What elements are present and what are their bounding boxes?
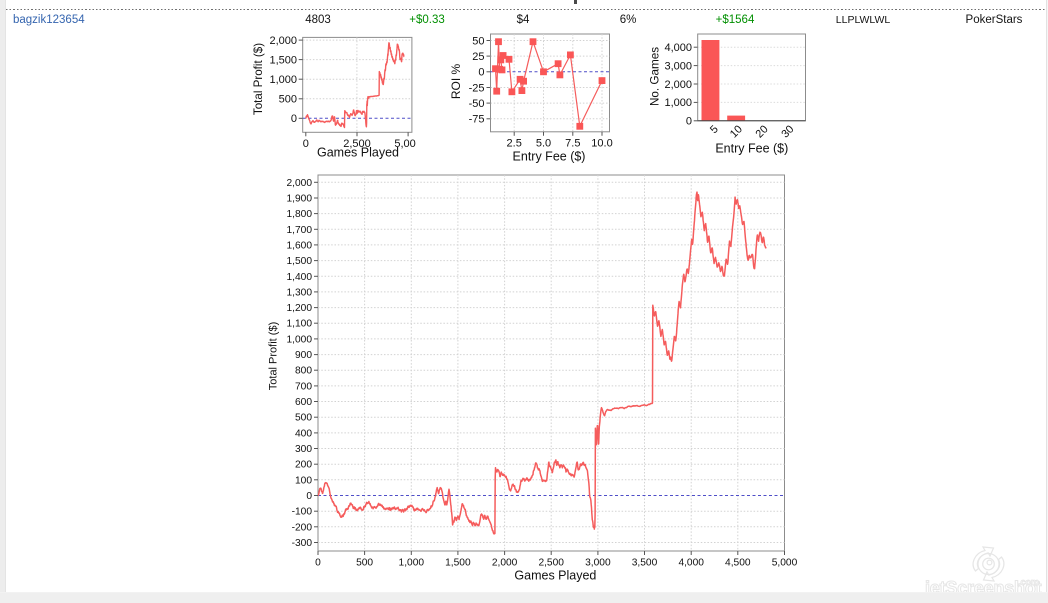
svg-text:2,000: 2,000 xyxy=(269,35,297,47)
svg-text:0: 0 xyxy=(306,491,312,502)
svg-text:600: 600 xyxy=(295,397,312,408)
svg-text:-300: -300 xyxy=(292,538,313,549)
svg-text:5.0: 5.0 xyxy=(536,138,551,150)
svg-text:No. Games: No. Games xyxy=(649,47,662,106)
svg-text:500: 500 xyxy=(279,94,297,106)
svg-text:Total Profit ($): Total Profit ($) xyxy=(252,43,265,115)
svg-text:100: 100 xyxy=(295,475,312,486)
svg-text:3,000: 3,000 xyxy=(585,558,611,569)
svg-text:0: 0 xyxy=(291,113,297,125)
svg-text:1,500: 1,500 xyxy=(269,54,297,66)
svg-text:2,500: 2,500 xyxy=(343,138,371,150)
svg-text:-50: -50 xyxy=(469,98,485,110)
svg-text:1,400: 1,400 xyxy=(287,272,313,283)
svg-text:700: 700 xyxy=(295,381,312,392)
svg-text:4,500: 4,500 xyxy=(725,558,751,569)
svg-text:ROI %: ROI % xyxy=(449,64,463,100)
svg-text:2.5: 2.5 xyxy=(507,138,522,150)
svg-text:5,000: 5,000 xyxy=(394,138,416,150)
svg-text:1,100: 1,100 xyxy=(287,319,313,330)
svg-text:500: 500 xyxy=(356,558,373,569)
svg-text:2,500: 2,500 xyxy=(538,558,564,569)
svg-text:30: 30 xyxy=(779,123,796,140)
svg-text:1,600: 1,600 xyxy=(287,240,313,251)
svg-text:10: 10 xyxy=(728,123,745,140)
svg-text:7.5: 7.5 xyxy=(565,138,580,150)
svg-text:1,700: 1,700 xyxy=(287,225,313,236)
svg-text:5: 5 xyxy=(708,123,721,136)
svg-text:400: 400 xyxy=(295,428,312,439)
svg-text:Total Profit ($): Total Profit ($) xyxy=(268,322,280,390)
svg-text:2,000: 2,000 xyxy=(492,558,518,569)
svg-text:Games Played: Games Played xyxy=(317,146,399,160)
svg-text:1,800: 1,800 xyxy=(287,209,313,220)
svg-text:1,500: 1,500 xyxy=(287,256,313,267)
svg-text:1,000: 1,000 xyxy=(664,97,692,109)
svg-text:-100: -100 xyxy=(292,507,313,518)
svg-text:0: 0 xyxy=(315,558,321,569)
svg-text:Entry Fee ($): Entry Fee ($) xyxy=(513,150,586,164)
svg-text:800: 800 xyxy=(295,366,312,377)
svg-text:Entry Fee ($): Entry Fee ($) xyxy=(715,142,788,156)
svg-text:2,000: 2,000 xyxy=(664,79,692,91)
svg-text:1,000: 1,000 xyxy=(287,334,313,345)
svg-text:1,900: 1,900 xyxy=(287,194,313,205)
svg-text:5,000: 5,000 xyxy=(772,558,798,569)
svg-text:0: 0 xyxy=(478,67,484,79)
svg-text:-25: -25 xyxy=(469,82,485,94)
svg-text:1,500: 1,500 xyxy=(445,558,471,569)
svg-text:50: 50 xyxy=(472,35,484,47)
svg-text:1,300: 1,300 xyxy=(287,287,313,298)
svg-text:1,200: 1,200 xyxy=(287,303,313,314)
svg-text:3,000: 3,000 xyxy=(664,60,692,72)
svg-text:0: 0 xyxy=(686,116,692,128)
svg-text:-200: -200 xyxy=(292,522,313,533)
svg-text:500: 500 xyxy=(295,413,312,424)
svg-text:900: 900 xyxy=(295,350,312,361)
svg-text:20: 20 xyxy=(754,123,771,140)
svg-text:3,500: 3,500 xyxy=(632,558,658,569)
svg-text:2,000: 2,000 xyxy=(287,178,313,189)
svg-text:0: 0 xyxy=(303,138,309,150)
svg-text:4,000: 4,000 xyxy=(664,42,692,54)
svg-text:Games Played: Games Played xyxy=(514,569,596,583)
svg-text:200: 200 xyxy=(295,460,312,471)
svg-text:4,000: 4,000 xyxy=(678,558,704,569)
svg-text:1,000: 1,000 xyxy=(399,558,425,569)
svg-text:10.0: 10.0 xyxy=(591,138,612,150)
svg-text:1,000: 1,000 xyxy=(269,74,297,86)
svg-text:.com: .com xyxy=(1018,577,1039,587)
svg-text:-75: -75 xyxy=(469,114,485,126)
svg-text:300: 300 xyxy=(295,444,312,455)
svg-text:25: 25 xyxy=(472,51,484,63)
